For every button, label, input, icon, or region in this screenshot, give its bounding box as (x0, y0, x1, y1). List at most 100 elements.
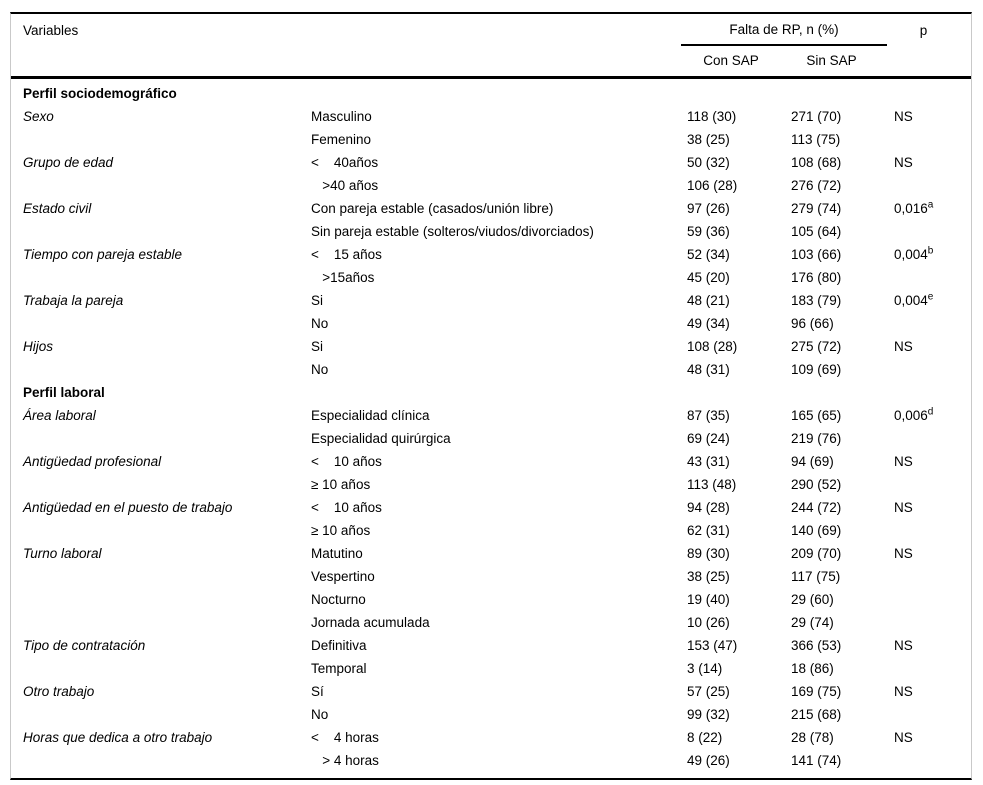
table-row: Especialidad quirúrgica 69 (24) 219 (76) (11, 427, 971, 450)
table-row: Tiempo con pareja estable < 15 años 52 (34… (11, 243, 971, 266)
p-value (894, 519, 971, 542)
p-value (894, 358, 971, 381)
variable-label (11, 657, 311, 680)
section-label: Perfil laboral (23, 385, 105, 400)
con-sap-value: 38 (25) (687, 569, 730, 584)
category-label: ≥ 10 años (311, 477, 371, 492)
variable-label: Estado civil (23, 201, 92, 216)
variable-label (11, 473, 311, 496)
sin-sap-value: 366 (53) (791, 638, 842, 653)
table-row: Tipo de contratación Definitiva 153 (47) 36… (11, 634, 971, 657)
variable-label (11, 611, 311, 634)
variable-label (11, 128, 311, 151)
column-header-sin-sap: Sin SAP (806, 53, 857, 68)
table-row: Nocturno 19 (40) 29 (60) (11, 588, 971, 611)
table-row: Grupo de edad < 40años 50 (32) 108 (68) NS (11, 151, 971, 174)
sin-sap-value: 219 (76) (791, 431, 842, 446)
table-row: No 99 (32) 215 (68) (11, 703, 971, 726)
variable-label (11, 749, 311, 772)
sin-sap-value: 271 (70) (791, 109, 842, 124)
variable-label: Turno laboral (23, 546, 102, 561)
con-sap-value: 94 (28) (687, 500, 730, 515)
variable-label: Horas que dedica a otro trabajo (23, 730, 213, 745)
variable-label (11, 588, 311, 611)
p-value (894, 588, 971, 611)
category-label: No (311, 707, 329, 722)
p-value (894, 128, 971, 151)
sin-sap-value: 209 (70) (791, 546, 842, 561)
con-sap-value: 153 (47) (687, 638, 738, 653)
sin-sap-value (791, 381, 894, 404)
sin-sap-value: 94 (69) (791, 454, 834, 469)
p-value (894, 427, 971, 450)
p-value: NS (894, 454, 913, 469)
category-label: < 15 años (311, 247, 382, 262)
category-label: Si (311, 293, 324, 308)
sin-sap-value: 183 (79) (791, 293, 842, 308)
p-value: 0,016a (894, 199, 934, 216)
sin-sap-value: 279 (74) (791, 201, 842, 216)
header-spacer (311, 46, 687, 76)
p-value (894, 82, 971, 105)
category-label: < 10 años (311, 454, 382, 469)
con-sap-value: 113 (48) (687, 477, 737, 492)
variable-label: Trabaja la pareja (23, 293, 124, 308)
con-sap-value: 118 (30) (687, 109, 737, 124)
column-group-header-label: Falta de RP, n (%) (681, 16, 887, 46)
variable-label (11, 358, 311, 381)
table-row: Estado civil Con pareja estable (casados/… (11, 197, 971, 220)
con-sap-value: 48 (31) (687, 362, 730, 377)
variable-label: Tiempo con pareja estable (23, 247, 182, 262)
sin-sap-value: 176 (80) (791, 270, 842, 285)
table-row: ≥ 10 años 113 (48) 290 (52) (11, 473, 971, 496)
table-row: Trabaja la pareja Si 48 (21) 183 (79) 0,004e (11, 289, 971, 312)
table-body: Perfil sociodemográfico Sexo Masculino 118 … (11, 79, 971, 778)
p-value (894, 749, 971, 772)
con-sap-value: 57 (25) (687, 684, 730, 699)
con-sap-value: 45 (20) (687, 270, 730, 285)
con-sap-value (687, 381, 791, 404)
variable-label: Grupo de edad (23, 155, 114, 170)
sin-sap-value: 29 (74) (791, 615, 834, 630)
variable-label: Área laboral (23, 408, 96, 423)
statistics-table: Variables Falta de RP, n (%) p Con SAP S… (10, 12, 972, 780)
variable-label: Antigüedad en el puesto de trabajo (23, 500, 233, 515)
sin-sap-value: 215 (68) (791, 707, 842, 722)
variable-label: Otro trabajo (23, 684, 95, 699)
category-label: Sin pareja estable (solteros/viudos/divo… (311, 224, 594, 239)
column-group-header: Falta de RP, n (%) (681, 16, 894, 46)
con-sap-value: 89 (30) (687, 546, 730, 561)
header-spacer (311, 16, 687, 46)
table-row: Femenino 38 (25) 113 (75) (11, 128, 971, 151)
category-label: >40 años (311, 178, 379, 193)
sin-sap-value: 109 (69) (791, 362, 842, 377)
table-row: Turno laboral Matutino 89 (30) 209 (70) NS (11, 542, 971, 565)
sin-sap-value: 275 (72) (791, 339, 842, 354)
table-row: No 48 (31) 109 (69) (11, 358, 971, 381)
p-value (894, 312, 971, 335)
con-sap-value: 97 (26) (687, 201, 730, 216)
category-label: Sí (311, 684, 324, 699)
p-value: NS (894, 500, 913, 515)
table-row: Antigüedad en el puesto de trabajo < 10 a… (11, 496, 971, 519)
sin-sap-value: 113 (75) (791, 132, 841, 147)
table-row: Área laboral Especialidad clínica 87 (35) 1… (11, 404, 971, 427)
con-sap-value: 52 (34) (687, 247, 730, 262)
category-label: Definitiva (311, 638, 367, 653)
con-sap-value: 3 (14) (687, 661, 723, 676)
variable-label (11, 703, 311, 726)
p-value (894, 565, 971, 588)
con-sap-value: 10 (26) (687, 615, 730, 630)
p-value (894, 266, 971, 289)
p-value (894, 473, 971, 496)
table-row: Jornada acumulada 10 (26) 29 (74) (11, 611, 971, 634)
section-label: Perfil sociodemográfico (23, 86, 177, 101)
sin-sap-value: 169 (75) (791, 684, 842, 699)
category-label: Femenino (311, 132, 372, 147)
variable-label: Antigüedad profesional (23, 454, 162, 469)
sin-sap-value: 165 (65) (791, 408, 842, 423)
category-label: No (311, 362, 329, 377)
column-header-p: p (919, 23, 928, 38)
p-value: 0,006d (894, 406, 934, 423)
sin-sap-value: 96 (66) (791, 316, 834, 331)
